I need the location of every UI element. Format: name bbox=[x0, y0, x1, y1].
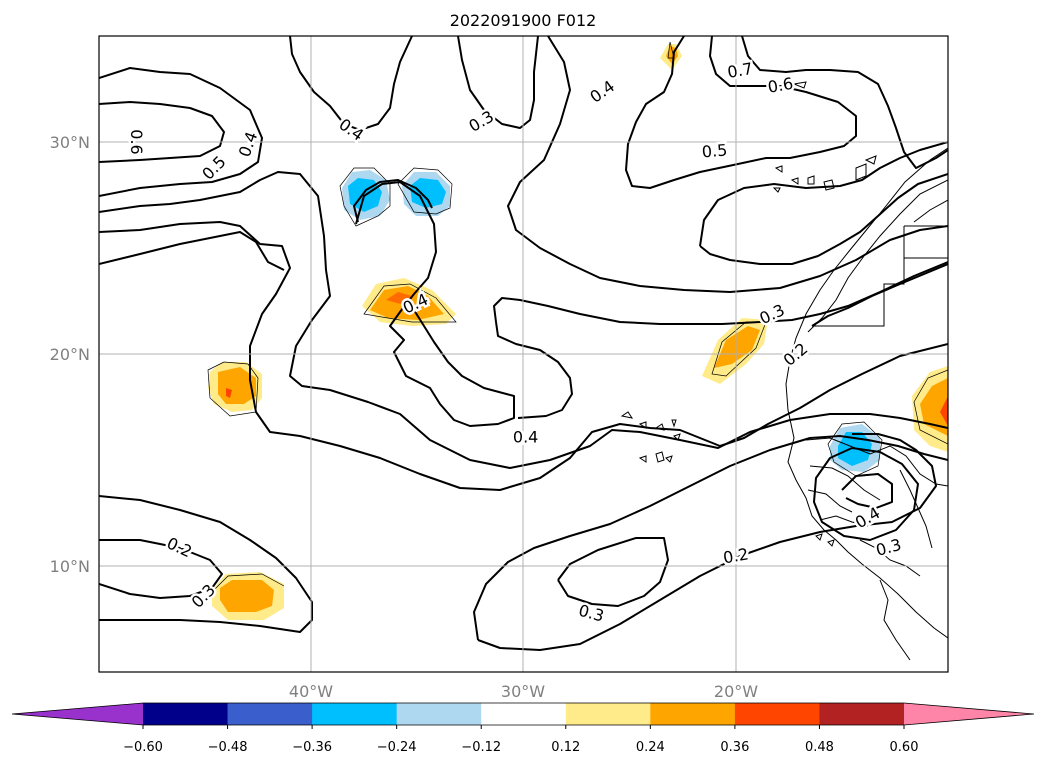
colorbar-segment bbox=[819, 703, 905, 725]
lat-tick-label: 20°N bbox=[50, 345, 90, 364]
contour-label: 0.2 bbox=[722, 544, 750, 567]
lon-tick-labels: 40°W 30°W 20°W bbox=[289, 682, 758, 701]
colorbar-segments bbox=[11, 702, 1035, 726]
colorbar-segment bbox=[565, 703, 651, 725]
contour-lines bbox=[99, 36, 948, 651]
colorbar-tick-label: −0.12 bbox=[461, 740, 501, 755]
colorbar-tick-label: −0.48 bbox=[208, 740, 248, 755]
colorbar-tick-label: 0.36 bbox=[720, 740, 749, 755]
colorbar-segment bbox=[227, 703, 313, 725]
positive-anomaly-patch bbox=[912, 366, 948, 452]
lon-tick-label: 30°W bbox=[501, 682, 545, 701]
contour-label: 0.4 bbox=[513, 428, 538, 447]
colorbar-segment bbox=[481, 703, 567, 725]
colorbar-segment bbox=[143, 703, 229, 725]
contour-label: 0.7 bbox=[726, 59, 754, 82]
lon-tick-label: 20°W bbox=[714, 682, 758, 701]
colorbar-tick-label: 0.24 bbox=[636, 740, 665, 755]
contour-label: 0.5 bbox=[701, 140, 728, 161]
colorbar-tick-label: 0.12 bbox=[551, 740, 580, 755]
map-frame bbox=[98, 35, 949, 673]
gridlines bbox=[99, 36, 948, 672]
colorbar-tick-label: −0.60 bbox=[123, 740, 163, 755]
colorbar-tick-labels: −0.60 −0.48 −0.36 −0.24 −0.12 0.12 0.24 0.36 0.4… bbox=[123, 725, 918, 755]
lon-tick-label: 40°W bbox=[289, 682, 333, 701]
contour-label: 0.6 bbox=[127, 129, 146, 154]
colorbar-segment bbox=[312, 703, 398, 725]
lat-tick-label: 30°N bbox=[50, 133, 90, 152]
colorbar: −0.60 −0.48 −0.36 −0.24 −0.12 0.12 0.24 0.36 0.4… bbox=[11, 702, 1035, 755]
positive-anomaly-patch bbox=[660, 41, 682, 70]
colorbar-segment bbox=[396, 703, 482, 725]
contour-label: 0.6 bbox=[766, 74, 794, 97]
colorbar-extend-max bbox=[904, 703, 1034, 725]
contour-label-halo: 0.6 bbox=[127, 129, 146, 154]
map-panel: 0.70.70.60.60.50.50.40.40.30.30.40.40.60… bbox=[98, 35, 949, 673]
colorbar-tick-label: 0.60 bbox=[890, 740, 919, 755]
positive-anomaly-patch bbox=[207, 361, 262, 417]
colorbar-tick-label: −0.36 bbox=[292, 740, 332, 755]
colorbar-tick-label: 0.48 bbox=[805, 740, 834, 755]
figure-title: 2022091900 F012 bbox=[450, 11, 597, 30]
lat-tick-label: 10°N bbox=[50, 557, 90, 576]
lat-tick-labels: 30°N 20°N 10°N bbox=[50, 133, 90, 576]
negative-anomaly-patch bbox=[397, 167, 453, 216]
colorbar-tick-label: −0.24 bbox=[377, 740, 417, 755]
colorbar-segment bbox=[650, 703, 736, 725]
contour-label-halo: 0.4 bbox=[513, 428, 538, 447]
colorbar-segment bbox=[734, 703, 820, 725]
colorbar-extend-min bbox=[12, 703, 143, 725]
positive-anomaly-patch bbox=[212, 572, 285, 620]
